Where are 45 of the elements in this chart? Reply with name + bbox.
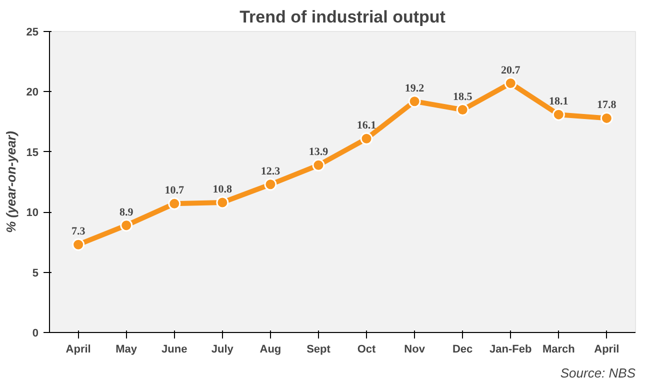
data-label: 7.3 [71,226,86,238]
y-axis-title: % (year-on-year) [3,131,18,233]
x-tick-label: Oct [357,344,376,356]
point [120,219,133,232]
chart-title: Trend of industrial output [240,8,446,26]
data-label: 17.8 [597,99,617,112]
x-tick-label: June [162,344,188,356]
data-label: 10.8 [212,183,233,196]
x-tick-label: April [66,344,91,356]
data-label: 18.1 [549,96,568,108]
x-tick-label: Sept [306,344,331,356]
x-tick-label: April [594,344,620,356]
source-note: Source: NBS [560,366,636,380]
data-label: 16.1 [356,120,376,132]
x-tick-label: Nov [404,344,426,356]
y-tick-label: 25 [26,26,39,38]
y-tick-label: 20 [26,86,39,99]
data-label: 8.9 [119,206,134,218]
data-label: 18.5 [452,90,473,103]
point [264,178,277,191]
x-tick-label: Dec [452,344,473,356]
point [360,132,373,145]
x-tick-label: May [116,344,138,356]
x-tick-label: July [211,344,234,356]
point [168,197,181,210]
x-tick-label: Aug [260,344,282,356]
y-tick-label: 15 [26,146,39,159]
point [312,158,325,172]
data-label: 13.9 [308,146,329,158]
point [456,104,469,116]
point [504,77,517,90]
point [600,112,613,124]
y-tick-label: 10 [26,207,39,220]
x-tick-label: Jan-Feb [490,344,532,356]
data-label: 10.7 [164,184,185,197]
y-tick-label: 5 [32,267,39,280]
point [552,108,565,121]
data-label: 19.2 [404,82,425,94]
y-tick-label: 0 [32,328,39,340]
data-label: 12.3 [260,165,281,178]
point [408,95,421,108]
x-tick-label: March [542,344,576,356]
point [216,196,229,209]
data-label: 20.7 [500,64,521,76]
point [72,238,85,251]
